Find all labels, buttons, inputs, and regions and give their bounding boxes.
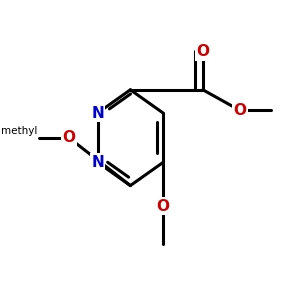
Text: methyl: methyl: [1, 126, 37, 136]
Text: O: O: [157, 199, 170, 214]
Text: O: O: [62, 130, 75, 145]
Text: N: N: [91, 106, 104, 121]
Text: O: O: [233, 103, 246, 118]
Text: O: O: [196, 44, 209, 59]
Text: N: N: [91, 155, 104, 170]
